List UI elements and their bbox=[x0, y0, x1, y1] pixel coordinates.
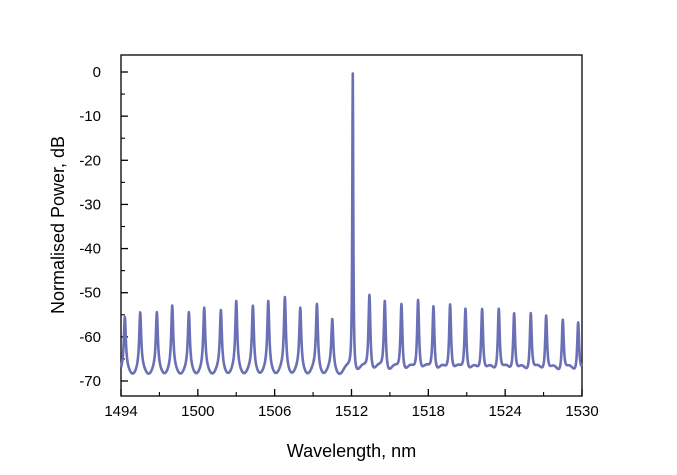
y-tick-label: -20 bbox=[79, 152, 101, 169]
y-tick-label: 0 bbox=[93, 64, 101, 81]
x-tick-label: 1518 bbox=[412, 403, 445, 420]
x-tick-label: 1530 bbox=[565, 403, 598, 420]
peak-point bbox=[432, 302, 435, 305]
peak-point bbox=[577, 318, 580, 321]
x-tick-label: 1500 bbox=[181, 403, 214, 420]
x-tick-label: 1506 bbox=[258, 403, 291, 420]
peak-point bbox=[513, 309, 516, 312]
y-axis-ticks: 0 -10 -20 -30 -40 -50 -60 -70 bbox=[79, 64, 128, 390]
y-tick-label: -60 bbox=[79, 329, 101, 346]
peak-point bbox=[417, 296, 420, 299]
x-tick-label: 1494 bbox=[104, 403, 137, 420]
spectrum-line bbox=[119, 72, 584, 376]
y-tick-label: -30 bbox=[79, 196, 101, 213]
x-tick-label: 1512 bbox=[335, 403, 368, 420]
peak-point bbox=[449, 300, 452, 303]
x-axis-title: Wavelength, nm bbox=[287, 441, 416, 461]
x-axis-ticks: 1494 1500 1506 1512 1518 1524 1530 bbox=[104, 389, 599, 420]
y-tick-label: -70 bbox=[79, 373, 101, 390]
peak-point bbox=[400, 300, 403, 303]
peak-point bbox=[529, 309, 532, 312]
peak-point bbox=[545, 311, 548, 314]
x-tick-label: 1524 bbox=[488, 403, 521, 420]
y-tick-label: -40 bbox=[79, 241, 101, 258]
peak-point bbox=[464, 304, 467, 307]
peak-point bbox=[561, 315, 564, 318]
y-axis-title: Normalised Power, dB bbox=[48, 136, 68, 314]
y-tick-label: -10 bbox=[79, 108, 101, 125]
peak-point bbox=[497, 304, 500, 307]
y-tick-label: -50 bbox=[79, 285, 101, 302]
peak-point bbox=[481, 304, 484, 307]
